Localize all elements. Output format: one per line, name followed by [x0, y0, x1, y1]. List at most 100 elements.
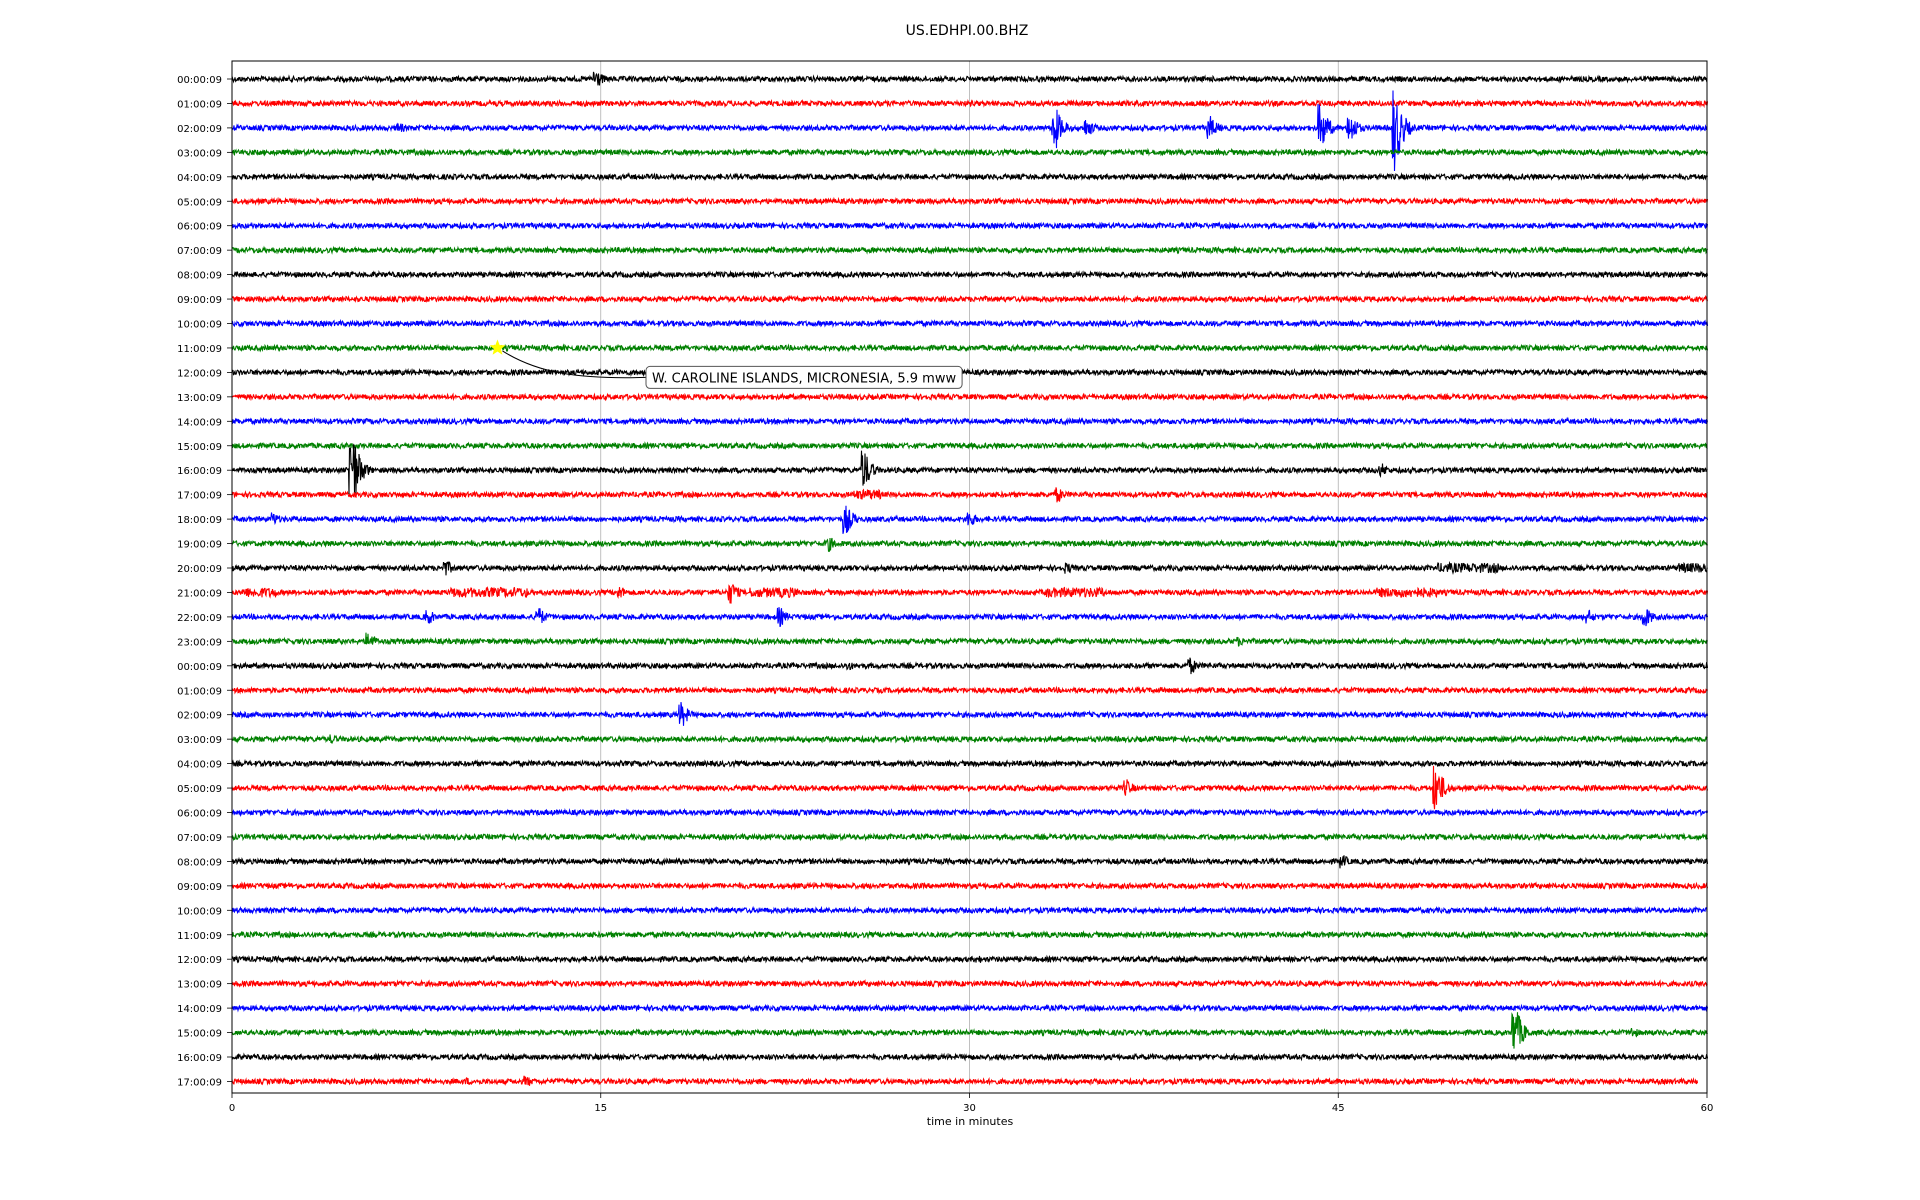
row-label-29: 05:00:09 [177, 784, 222, 795]
annotation-label: W. CAROLINE ISLANDS, MICRONESIA, 5.9 mww [652, 371, 956, 386]
row-label-39: 15:00:09 [177, 1029, 222, 1040]
row-label-36: 12:00:09 [177, 955, 222, 966]
row-label-32: 08:00:09 [177, 857, 222, 868]
trace-row-29 [231, 765, 1709, 810]
row-label-38: 14:00:09 [177, 1004, 222, 1015]
row-label-41: 17:00:09 [177, 1077, 222, 1088]
row-label-25: 01:00:09 [177, 686, 222, 697]
x-tick-label-45: 45 [1332, 1103, 1345, 1114]
trace-row-5 [231, 196, 1709, 206]
row-label-35: 11:00:09 [177, 931, 222, 942]
trace-row-4 [231, 172, 1709, 182]
trace-row-11 [231, 343, 1709, 353]
row-label-4: 04:00:09 [177, 173, 222, 184]
row-label-17: 17:00:09 [177, 491, 222, 502]
trace-row-21 [231, 583, 1709, 604]
trace-row-7 [231, 245, 1708, 255]
row-label-18: 18:00:09 [177, 515, 222, 526]
row-label-31: 07:00:09 [177, 833, 222, 844]
trace-row-0 [231, 71, 1708, 86]
trace-row-38 [231, 1003, 1709, 1013]
trace-row-1 [231, 98, 1709, 109]
row-label-28: 04:00:09 [177, 760, 222, 771]
row-label-23: 23:00:09 [177, 637, 222, 648]
trace-row-19 [231, 537, 1709, 553]
trace-row-24 [231, 657, 1709, 675]
row-label-19: 19:00:09 [177, 540, 222, 551]
trace-row-23 [231, 632, 1708, 647]
annotation-box [645, 365, 963, 389]
x-axis-ticks: 0 15 30 45 60 [229, 1093, 1714, 1114]
chart-title: US.EDHPI.00.BHZ [906, 23, 1029, 39]
x-tick-label-0: 0 [229, 1103, 235, 1114]
row-label-20: 20:00:09 [177, 564, 222, 575]
trace-row-34 [231, 905, 1708, 915]
row-label-11: 11:00:09 [177, 344, 222, 355]
row-label-40: 16:00:09 [177, 1053, 222, 1064]
plot-frame [231, 60, 1708, 1094]
trace-row-15 [231, 441, 1708, 451]
trace-row-20 [231, 560, 1708, 576]
trace-row-2 [231, 90, 1708, 172]
row-label-14: 14:00:09 [177, 417, 222, 428]
x-axis-label: time in minutes [927, 1115, 1014, 1128]
row-label-30: 06:00:09 [177, 809, 222, 820]
trace-row-22 [231, 607, 1709, 628]
trace-row-28 [231, 758, 1709, 769]
row-label-2: 02:00:09 [177, 124, 222, 135]
trace-row-40 [231, 1052, 1709, 1062]
vertical-grid [600, 61, 1339, 1093]
row-label-3: 03:00:09 [177, 148, 222, 159]
trace-row-9 [231, 294, 1709, 304]
row-label-24: 00:00:09 [177, 662, 222, 673]
row-label-12: 12:00:09 [177, 368, 222, 379]
row-label-10: 10:00:09 [177, 320, 222, 331]
event-star-marker [489, 339, 506, 355]
trace-row-26 [231, 702, 1709, 726]
trace-row-16 [231, 443, 1708, 495]
trace-row-33 [231, 881, 1709, 891]
trace-row-25 [231, 685, 1709, 695]
trace-row-8 [231, 269, 1709, 280]
row-label-7: 07:00:09 [177, 246, 222, 257]
trace-row-31 [231, 832, 1709, 842]
event-annotation: W. CAROLINE ISLANDS, MICRONESIA, 5.9 mww [489, 339, 963, 389]
row-label-6: 06:00:09 [177, 222, 222, 233]
row-label-22: 22:00:09 [177, 613, 222, 624]
x-tick-label-60: 60 [1701, 1103, 1714, 1114]
x-tick-label-15: 15 [594, 1103, 607, 1114]
row-label-16: 16:00:09 [177, 466, 222, 477]
trace-row-3 [231, 147, 1709, 158]
row-label-21: 21:00:09 [177, 588, 222, 599]
trace-rows [231, 71, 1709, 1086]
trace-row-12 [231, 367, 1708, 378]
trace-row-35 [231, 930, 1709, 940]
annotation-connector [502, 350, 647, 379]
trace-row-27 [231, 734, 1708, 744]
row-label-37: 13:00:09 [177, 980, 222, 991]
row-label-5: 05:00:09 [177, 197, 222, 208]
row-time-labels: 00:00:09 01:00:09 02:00:09 03:00:09 04:00:09… [177, 75, 232, 1088]
trace-row-10 [231, 318, 1709, 329]
row-label-8: 08:00:09 [177, 271, 222, 282]
trace-row-36 [231, 954, 1708, 964]
trace-row-39 [231, 1012, 1708, 1049]
trace-row-37 [231, 978, 1708, 989]
trace-row-6 [231, 220, 1709, 231]
row-label-27: 03:00:09 [177, 735, 222, 746]
row-label-34: 10:00:09 [177, 906, 222, 917]
trace-row-14 [231, 416, 1709, 427]
trace-row-17 [231, 487, 1708, 503]
row-label-26: 02:00:09 [177, 711, 222, 722]
row-label-33: 09:00:09 [177, 882, 222, 893]
x-tick-label-30: 30 [963, 1103, 976, 1114]
row-label-0: 00:00:09 [177, 75, 222, 86]
row-label-1: 01:00:09 [177, 99, 222, 110]
trace-row-41 [231, 1075, 1699, 1086]
trace-row-32 [231, 855, 1709, 869]
row-label-13: 13:00:09 [177, 393, 222, 404]
trace-row-30 [231, 807, 1709, 818]
row-label-9: 09:00:09 [177, 295, 222, 306]
trace-row-13 [231, 392, 1709, 402]
